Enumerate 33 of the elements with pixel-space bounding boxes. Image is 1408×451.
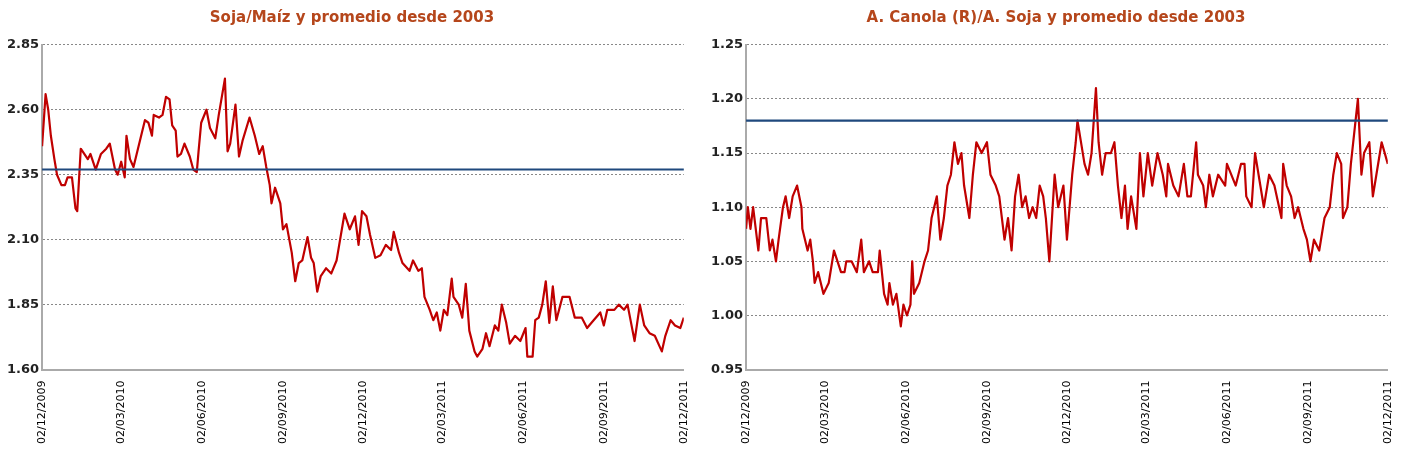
- x-tick-label: 02/03/2011: [1138, 380, 1152, 445]
- y-tick-label: 1.85: [7, 296, 40, 312]
- y-tick-label: 1.05: [711, 252, 744, 268]
- y-tick-label: 1.20: [711, 90, 744, 106]
- x-tick-label: 02/06/2010: [898, 380, 912, 445]
- x-tick-label: 02/12/2010: [1059, 380, 1073, 445]
- y-tick-label: 0.95: [711, 360, 744, 376]
- y-tick-label: 2.85: [7, 36, 40, 52]
- y-tick-label: 1.10: [711, 198, 744, 214]
- x-tick-label: 02/12/2010: [355, 380, 369, 445]
- x-tick-label: 02/06/2011: [1219, 380, 1233, 445]
- y-tick-label: 2.60: [7, 101, 40, 117]
- y-tick-label: 2.10: [7, 231, 40, 247]
- x-tick-label: 02/06/2011: [515, 380, 529, 445]
- y-tick-label: 1.60: [7, 360, 40, 376]
- x-tick-label: 02/12/2011: [1380, 380, 1394, 445]
- x-tick-label: 02/03/2010: [114, 380, 128, 445]
- x-tick-label: 02/12/2009: [738, 380, 752, 445]
- x-tick-label: 02/09/2011: [596, 380, 610, 445]
- x-tick-label: 02/06/2010: [194, 380, 208, 445]
- y-tick-label: 1.25: [711, 36, 744, 52]
- x-tick-label: 02/03/2010: [818, 380, 832, 445]
- chart-title: A. Canola (R)/A. Soja y promedio desde 2003: [865, 7, 1247, 28]
- chart-title: Soja/Maíz y promedio desde 2003: [208, 7, 496, 28]
- x-tick-label: 02/12/2011: [676, 380, 690, 445]
- x-tick-label: 02/09/2010: [979, 380, 993, 445]
- y-tick-label: 1.15: [711, 144, 744, 160]
- x-tick-label: 02/09/2011: [1300, 380, 1314, 445]
- x-tick-label: 02/09/2010: [275, 380, 289, 445]
- y-tick-label: 1.00: [711, 306, 744, 322]
- x-tick-label: 02/03/2011: [434, 380, 448, 445]
- x-tick-label: 02/12/2009: [34, 380, 48, 445]
- y-tick-label: 2.35: [7, 166, 40, 182]
